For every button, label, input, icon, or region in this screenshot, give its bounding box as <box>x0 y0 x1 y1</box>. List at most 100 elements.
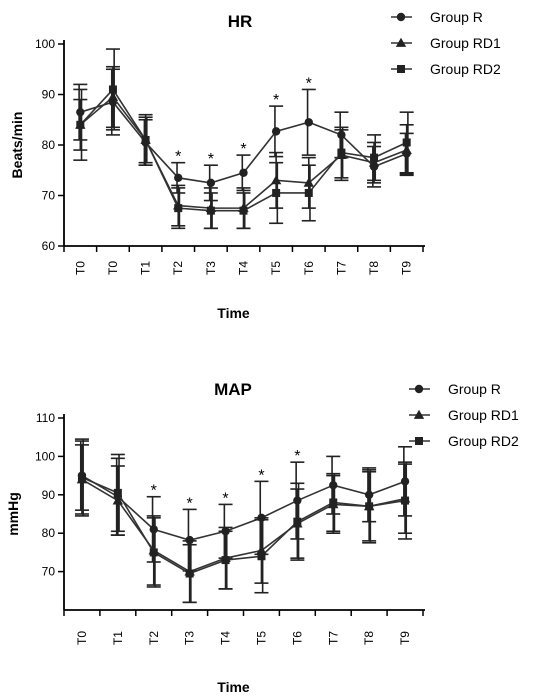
legend-entry: Group R <box>409 381 501 397</box>
series-group-rd1 <box>73 65 414 230</box>
significance-marker: * <box>306 75 312 92</box>
data-point <box>401 144 412 154</box>
legend-marker <box>395 37 407 47</box>
data-point <box>239 168 248 177</box>
data-point <box>206 178 216 188</box>
data-point <box>185 569 194 578</box>
data-point <box>365 502 374 511</box>
significance-marker: * <box>258 467 264 484</box>
y-tick-label: 60 <box>42 239 56 253</box>
legend-marker <box>415 437 423 445</box>
data-point <box>112 495 124 505</box>
data-point <box>113 488 122 497</box>
series-line <box>81 476 406 575</box>
data-point <box>174 173 183 183</box>
x-tick-label: T4 <box>237 261 251 275</box>
hr-chart: HR 60 70 80 90 100 T0 T0 T1 T2 T3 T4 T5 T6 T7 T8 T9 Time B… <box>9 9 501 321</box>
data-point <box>76 120 85 129</box>
significance-marker: * <box>151 483 157 500</box>
significance-marker: * <box>273 92 279 109</box>
x-tick-label: T2 <box>171 261 185 275</box>
data-point <box>174 204 183 213</box>
data-point <box>304 118 313 127</box>
x-tick-label: T6 <box>290 631 304 645</box>
significance-marker: * <box>208 151 214 168</box>
legend-label: Group RD2 <box>430 61 501 77</box>
data-point <box>77 473 86 482</box>
legend-label: Group RD1 <box>448 407 519 423</box>
significance-marker: * <box>294 448 300 465</box>
x-tick-label: T8 <box>367 261 381 275</box>
data-point <box>107 91 119 101</box>
x-tick-label: T7 <box>334 261 348 275</box>
y-tick-label: 70 <box>42 189 56 203</box>
series-group-r <box>73 68 414 202</box>
data-point <box>337 148 346 157</box>
chart-title: MAP <box>214 380 252 399</box>
legend-entry: Group RD1 <box>391 35 501 51</box>
x-tick-label: T0 <box>106 261 120 275</box>
legend-entry: Group RD1 <box>409 407 519 423</box>
data-point <box>370 153 379 162</box>
significance-marker: * <box>187 495 193 512</box>
y-axis-title: Beats/min <box>9 112 25 179</box>
x-tick-label: T1 <box>139 261 153 275</box>
series-line <box>81 474 406 541</box>
data-point <box>141 135 150 144</box>
x-tick-label: T3 <box>183 631 197 645</box>
data-point <box>303 177 314 187</box>
y-tick-label: 100 <box>35 449 55 463</box>
series-line <box>81 478 406 573</box>
y-tick-label: 110 <box>36 411 55 425</box>
legend-entry: Group RD2 <box>391 61 501 77</box>
data-point <box>368 157 380 167</box>
x-tick-label: T3 <box>204 261 218 275</box>
x-tick-label: T1 <box>111 631 125 645</box>
data-point <box>221 556 230 565</box>
x-tick-label: T9 <box>400 261 414 275</box>
legend-marker <box>413 409 425 419</box>
legend-label: Group R <box>448 381 501 397</box>
y-axis-title: mmHg <box>5 492 21 536</box>
x-tick-label: T8 <box>362 631 376 645</box>
x-tick-label: T0 <box>73 261 87 275</box>
data-point <box>108 85 117 94</box>
data-point <box>271 127 281 136</box>
map-chart: MAP 70 80 90 100 110 T0 T1 T2 T3 T4 T5 T6 T7 T8 T9 Time m… <box>5 380 519 695</box>
significance-marker: * <box>222 490 228 507</box>
y-tick-label: 70 <box>42 565 56 579</box>
data-point <box>304 188 313 197</box>
data-point <box>293 517 302 526</box>
data-point <box>402 138 411 147</box>
x-tick-label: T4 <box>219 631 233 645</box>
legend-entry: Group RD2 <box>409 433 519 449</box>
legend-entry: Group R <box>391 9 483 25</box>
y-tick-label: 100 <box>35 37 55 51</box>
data-point <box>401 496 410 505</box>
x-axis-title: Time <box>217 679 250 695</box>
legend-marker <box>397 65 405 73</box>
y-tick-label: 80 <box>42 138 56 152</box>
series-group-rd2 <box>74 438 413 604</box>
legend-label: Group RD2 <box>448 433 519 449</box>
legend-label: Group RD1 <box>430 35 501 51</box>
x-tick-label: T0 <box>75 631 89 645</box>
data-point <box>329 498 338 507</box>
y-tick-label: 80 <box>42 526 56 540</box>
legend-marker <box>414 384 424 394</box>
x-tick-label: T9 <box>398 631 412 645</box>
x-axis-title: Time <box>217 305 250 321</box>
x-tick-label: T5 <box>254 631 268 645</box>
chart-title: HR <box>228 12 253 31</box>
legend-label: Group R <box>430 9 483 25</box>
data-point <box>270 175 282 185</box>
significance-marker: * <box>175 149 181 166</box>
legend-marker <box>396 12 406 22</box>
y-tick-label: 90 <box>42 488 56 502</box>
data-point <box>239 206 248 215</box>
significance-marker: * <box>240 141 246 158</box>
x-tick-label: T6 <box>302 261 316 275</box>
x-tick-label: T2 <box>147 631 161 645</box>
y-tick-label: 90 <box>42 88 56 102</box>
